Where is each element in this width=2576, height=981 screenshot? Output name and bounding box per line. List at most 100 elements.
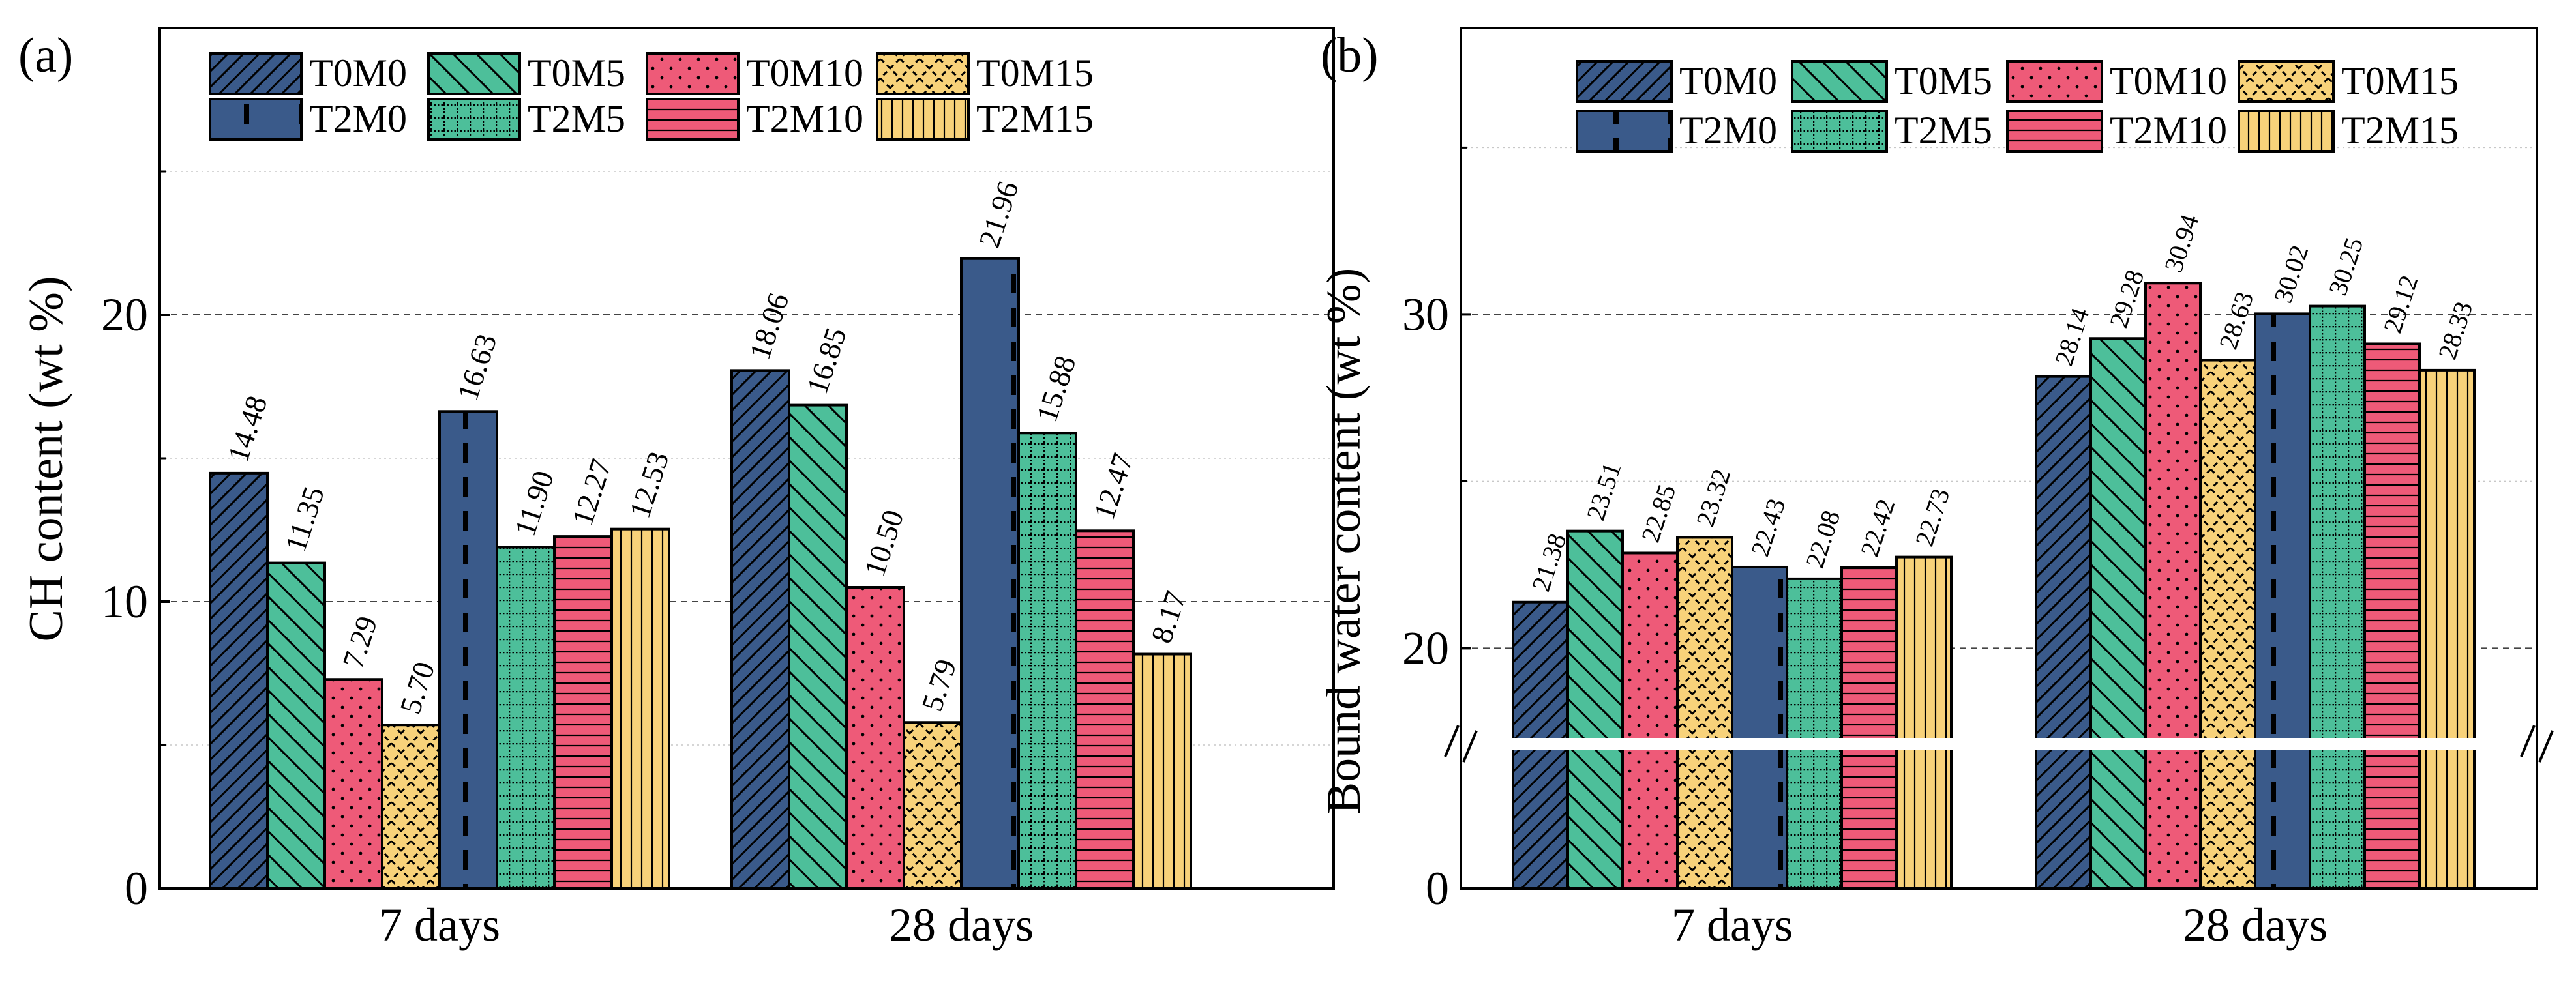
value-label: 5.70: [393, 658, 441, 718]
value-label: 22.85: [1636, 481, 1682, 546]
bar-t2m0-7-days: [438, 410, 498, 890]
bar-t0m0-28-days: [730, 369, 790, 890]
legend-swatch-t2m15: [876, 98, 970, 141]
value-label: 23.32: [1690, 465, 1737, 531]
legend-swatch-t0m10: [2006, 60, 2103, 103]
legend-swatch-t2m5: [1791, 110, 1888, 153]
bar-t0m15-28-days: [2199, 359, 2256, 890]
value-label: 10.50: [858, 506, 910, 580]
axis-break-mark: [2520, 725, 2554, 763]
value-label: 22.42: [1855, 495, 1901, 561]
value-label: 29.12: [2378, 272, 2424, 337]
panel-b-plot-frame: [1460, 27, 2538, 890]
y-tick-label: 20: [1402, 622, 1449, 674]
legend-swatch-t0m0: [1576, 60, 1673, 103]
panel-b-label: (b): [1321, 28, 1379, 83]
value-label: 5.79: [915, 655, 963, 715]
value-label: 21.96: [972, 177, 1025, 252]
value-label: 30.25: [2323, 234, 2369, 299]
value-label: 12.47: [1087, 449, 1139, 523]
value-label: 22.43: [1745, 495, 1791, 560]
legend-label-t0m10: T0M10: [2110, 59, 2227, 102]
axis-break-band: [1463, 738, 2535, 750]
bar-t2m5-28-days: [1017, 432, 1077, 890]
legend-swatch-t0m15: [2238, 60, 2335, 103]
bar-t2m15-28-days: [1132, 652, 1192, 890]
legend-swatch-t0m5: [427, 52, 521, 95]
legend-label-t0m10: T0M10: [746, 51, 863, 95]
value-label: 21.38: [1526, 530, 1572, 595]
panel-b-bars: [1512, 282, 2476, 890]
x-tick-label: 28 days: [2183, 899, 2328, 951]
value-label: 30.02: [2268, 242, 2314, 307]
value-label: 11.35: [278, 482, 331, 556]
bar-t2m15-7-days: [1895, 555, 1953, 890]
value-label: 8.17: [1145, 587, 1192, 647]
bar-t0m10-7-days: [323, 678, 383, 890]
panel-a-y-axis-title: CH content (wt %): [20, 276, 73, 641]
legend-label-t2m15: T2M15: [2341, 109, 2459, 152]
legend-label-t0m15: T0M15: [2341, 59, 2459, 102]
value-label: 14.48: [221, 392, 273, 466]
value-label: 28.63: [2213, 288, 2260, 353]
panel-b-axis-ticks: 7 days 28 days 0 20 30: [1402, 146, 2328, 951]
panel-a-label: (a): [18, 28, 73, 83]
legend-label-t2m10: T2M10: [746, 97, 863, 140]
bar-t2m5-7-days: [1786, 577, 1843, 890]
value-label: 16.63: [451, 330, 503, 404]
value-label: 22.08: [1800, 506, 1846, 572]
legend-label-t0m5: T0M5: [528, 51, 625, 95]
x-tick-label: 7 days: [1671, 899, 1793, 951]
value-label: 7.29: [336, 612, 383, 672]
axis-break-mark: [1444, 725, 1478, 763]
panel-b-y-axis-title: Bound water content (wt %): [1317, 268, 1371, 814]
bar-t2m10-28-days: [1075, 529, 1135, 890]
value-label: 18.06: [743, 289, 795, 363]
panel-a-bars: [209, 257, 1192, 890]
legend-swatch-t0m10: [646, 52, 740, 95]
bar-t0m10-28-days: [2144, 282, 2202, 890]
legend-swatch-t2m10: [2006, 110, 2103, 153]
panel-b-legend: T0M0 T0M5 T0M10 T0M15 T2M0 T2M5 T2M10 T2M15: [1576, 59, 2459, 153]
bar-t2m10-7-days: [1840, 566, 1898, 890]
legend-label-t0m0: T0M0: [309, 51, 407, 95]
bar-t0m15-7-days: [1676, 536, 1733, 890]
y-tick-label: 30: [1402, 288, 1449, 340]
bar-t2m0-7-days: [1731, 565, 1788, 890]
bar-t0m5-7-days: [266, 561, 326, 890]
value-label: 16.85: [800, 323, 852, 398]
value-label: 29.28: [2104, 267, 2150, 332]
legend-label-t2m10: T2M10: [2110, 109, 2227, 152]
bar-t0m5-7-days: [1566, 529, 1624, 890]
bar-t0m10-7-days: [1621, 551, 1679, 890]
panel-b-axis-break: [1444, 725, 2554, 763]
panel-a-legend: T0M0 T0M5 T0M10 T0M15 T2M0 T2M5 T2M10 T2M15: [209, 51, 1094, 141]
bar-t2m10-7-days: [553, 535, 613, 890]
bar-t2m15-28-days: [2418, 368, 2476, 890]
legend-label-t2m0: T2M0: [1679, 109, 1777, 152]
y-tick-label: 10: [101, 576, 148, 628]
legend-swatch-t2m5: [427, 98, 521, 141]
bar-t2m0-28-days: [2254, 312, 2311, 890]
legend-label-t2m15: T2M15: [976, 97, 1094, 140]
x-tick-label: 28 days: [889, 899, 1034, 951]
value-label: 28.33: [2433, 298, 2479, 363]
value-label: 11.90: [508, 467, 560, 540]
legend-label-t2m5: T2M5: [528, 97, 625, 140]
bar-t2m5-28-days: [2309, 304, 2366, 890]
bar-t0m5-28-days: [2089, 337, 2147, 890]
legend-label-t0m15: T0M15: [976, 51, 1094, 95]
value-label: 15.88: [1030, 351, 1082, 426]
bar-t0m10-28-days: [845, 586, 905, 890]
legend-swatch-t0m0: [209, 52, 303, 95]
bar-t0m0-7-days: [209, 471, 269, 890]
y-tick-label: 0: [1426, 862, 1449, 915]
bar-t2m0-28-days: [960, 257, 1020, 890]
legend-label-t0m0: T0M0: [1679, 59, 1777, 102]
bar-t2m5-7-days: [496, 546, 556, 890]
value-label: 12.27: [565, 455, 618, 529]
value-label: 22.73: [1910, 485, 1956, 550]
